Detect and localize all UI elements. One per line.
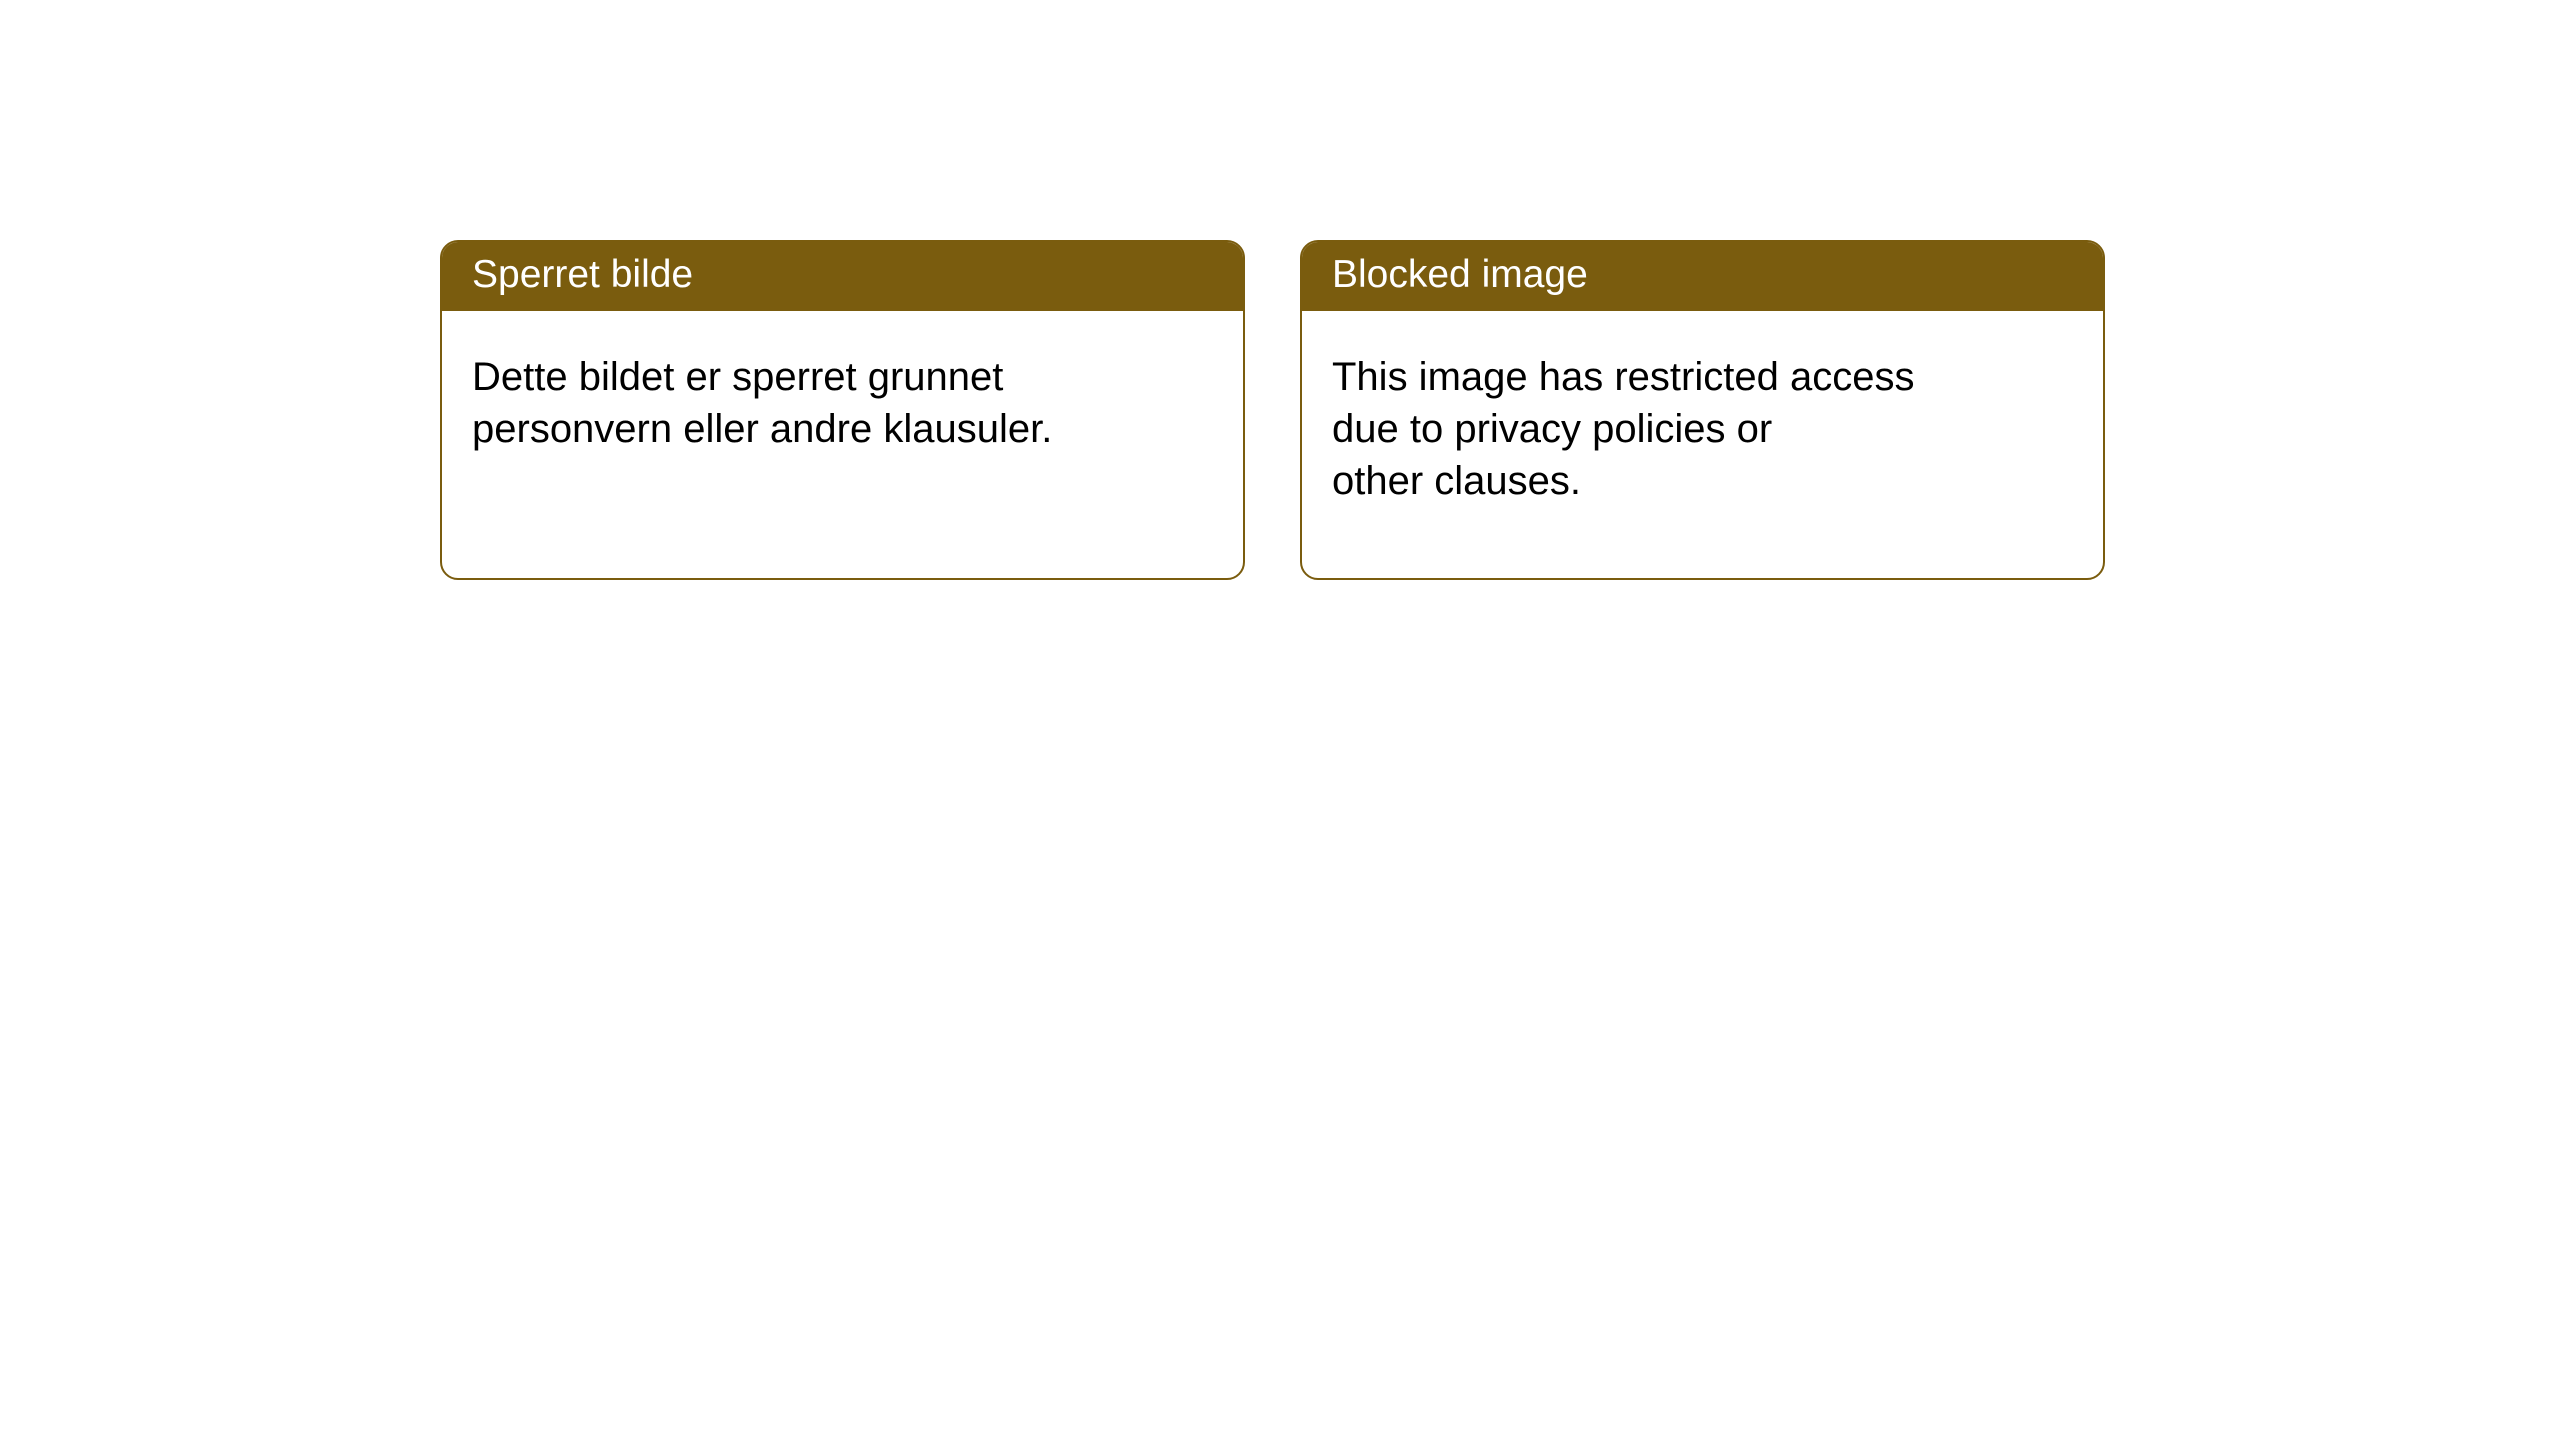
notice-card-norwegian: Sperret bilde Dette bildet er sperret gr… [440,240,1245,580]
notice-header: Sperret bilde [442,242,1243,311]
notice-card-english: Blocked image This image has restricted … [1300,240,2105,580]
notice-body: Dette bildet er sperret grunnet personve… [442,311,1243,495]
notice-header: Blocked image [1302,242,2103,311]
notice-body: This image has restricted access due to … [1302,311,2103,547]
notice-container: Sperret bilde Dette bildet er sperret gr… [440,240,2105,580]
